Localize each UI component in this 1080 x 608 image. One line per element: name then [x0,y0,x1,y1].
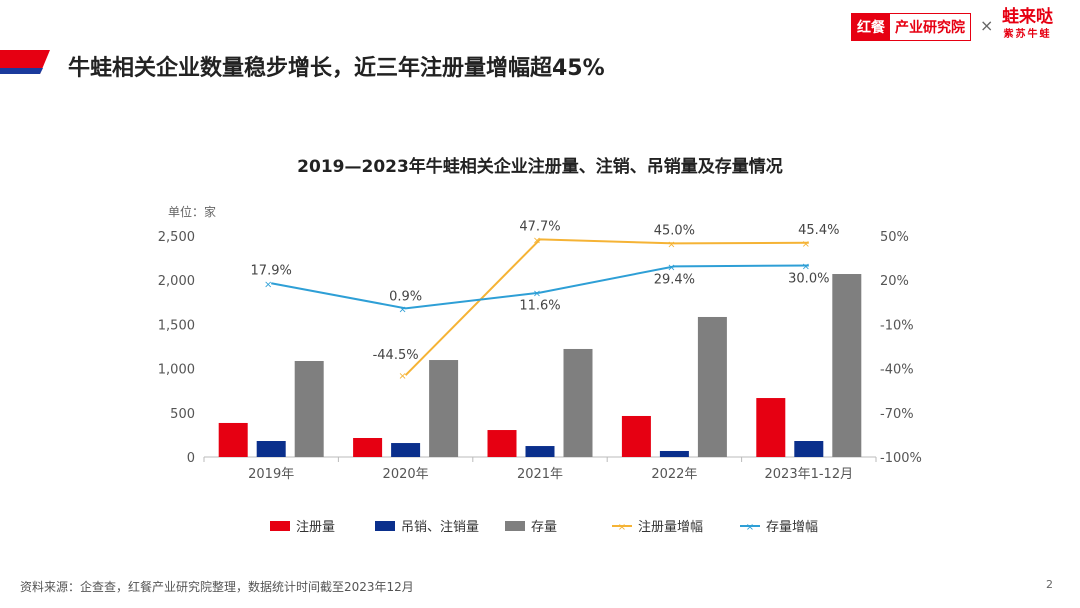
bar-1 [391,443,421,457]
legend-swatch [375,521,395,531]
bar-2 [697,316,727,457]
line-marker: × [398,371,406,382]
bar-1 [794,440,824,457]
y-tick-label: 2,000 [158,274,195,289]
line-marker: × [667,239,675,250]
data-label: 45.4% [798,223,839,238]
bar-1 [525,446,555,457]
data-label: 47.7% [519,219,560,234]
x-tick-label: 2022年 [651,467,697,482]
source-note: 资料来源：企查查，红餐产业研究院整理，数据统计时间截至2023年12月 [20,580,414,594]
legend-label: 吊销、注销量 [401,520,479,535]
line-series [271,264,809,310]
x-tick-label: 2021年 [517,467,563,482]
bar-2 [832,274,862,457]
y-tick-label: 1,500 [158,318,195,333]
data-label: 45.0% [654,223,695,238]
page-title: 牛蛙相关企业数量稳步增长，近三年注册量增幅超45% [68,56,605,81]
y-tick-label: 0 [187,451,195,466]
legend-label: 存量 [531,520,557,535]
data-label: -44.5% [373,348,419,363]
y2-tick-label: -10% [880,318,914,333]
data-label: 0.9% [389,289,422,304]
chart-title: 2019—2023年牛蛙相关企业注册量、注销、吊销量及存量情况 [297,157,783,177]
walaida-logo: 蛙来哒 紫苏牛蛙 [1002,7,1053,40]
line-marker: × [802,261,810,272]
line-marker: × [802,239,810,250]
data-label: 11.6% [519,299,560,314]
bar-1 [659,450,689,457]
legend-swatch [505,521,525,531]
bar-2 [429,360,459,457]
line-marker: × [533,289,541,300]
legend-marker: × [618,522,626,533]
hongcan-logo: 红餐 产业研究院 [851,13,971,41]
legend-label: 注册量 [296,520,335,535]
bar-2 [563,348,593,457]
y-tick-label: 1,000 [158,363,195,378]
x-tick-label: 2019年 [248,467,294,482]
y2-tick-label: -40% [880,363,914,378]
y2-tick-label: 50% [880,230,909,245]
legend-label: 注册量增幅 [638,520,703,535]
bar-0 [353,437,383,457]
logo-separator: × [980,16,994,35]
bar-0 [487,430,517,457]
unit-label: 单位：家 [168,205,217,219]
line-marker: × [667,262,675,273]
title-banner-decoration [0,50,50,74]
bar-2 [294,360,324,457]
y2-tick-label: -100% [880,451,922,466]
legend-swatch [270,521,290,531]
data-label: 30.0% [788,271,829,286]
data-label: 29.4% [654,272,695,287]
line-marker: × [533,235,541,246]
y2-tick-label: 20% [880,274,909,289]
line-series [404,238,809,376]
bar-1 [256,440,286,457]
legend-label: 存量增幅 [766,520,818,535]
page-number: 2 [1046,578,1053,591]
bar-0 [621,415,651,457]
y2-tick-label: -70% [880,407,914,422]
line-marker: × [398,304,406,315]
x-tick-label: 2023年1-12月 [765,467,854,482]
bar-0 [218,422,248,457]
bar-0 [756,398,786,457]
legend-marker: × [746,522,754,533]
x-tick-label: 2020年 [383,467,429,482]
y-tick-label: 500 [170,407,195,422]
y-tick-label: 2,500 [158,230,195,245]
data-label: 17.9% [251,263,292,278]
chart: 0 500 1,000 1,500 2,000 2,500 -100% -70% -40% -10… [158,219,922,535]
line-marker: × [264,279,272,290]
